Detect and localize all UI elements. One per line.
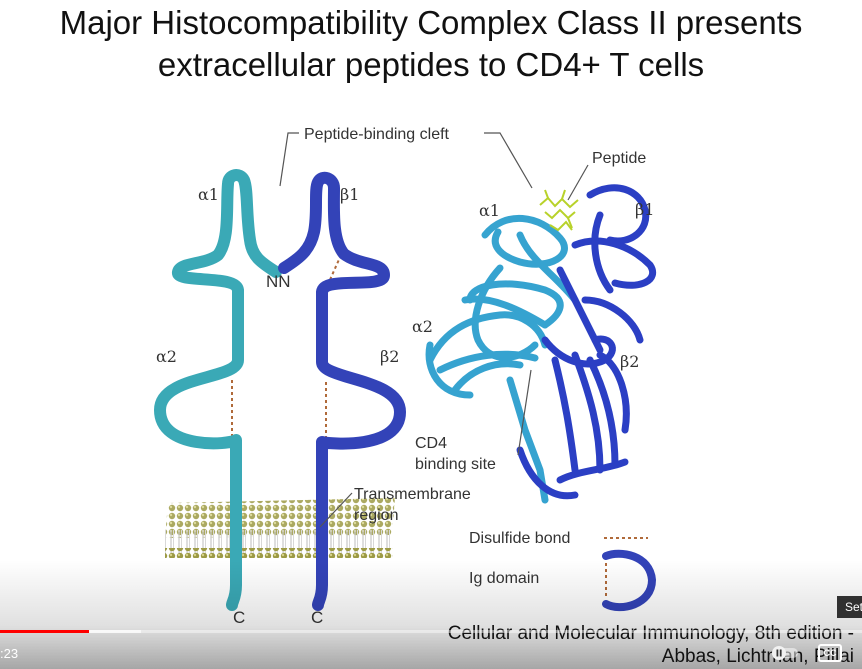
transmembrane-label-line-2: region	[354, 507, 398, 524]
beta-chain	[278, 171, 406, 611]
disulfide-bonds	[231, 254, 342, 441]
progress-played	[0, 630, 89, 633]
alpha-chain	[154, 169, 282, 611]
nn-label: NN	[266, 272, 291, 291]
current-time: :23	[0, 646, 19, 661]
transmembrane-label-line-1: Transmembrane	[354, 486, 471, 503]
ribbon-structure	[425, 184, 656, 504]
citation-line-2: Abbas, Lichtman, Pillai	[661, 646, 854, 667]
progress-bar[interactable]	[0, 630, 862, 633]
autoplay-toggle-icon	[772, 646, 798, 660]
captions-button[interactable]: CC	[818, 644, 842, 662]
beta1-label-left: β1	[340, 185, 359, 204]
alpha2-label-right: α2	[412, 317, 433, 336]
peptide-label: Peptide	[592, 150, 646, 167]
slide-title-line-2: extracellular peptides to CD4+ T cells	[157, 46, 705, 83]
beta1-label-right: β1	[635, 200, 654, 219]
peptide-structure	[539, 189, 579, 232]
alpha1-label-left: α1	[198, 185, 219, 204]
legend-ig-label: Ig domain	[469, 570, 539, 587]
beta2-label-right: β2	[620, 352, 639, 371]
legend-disulfide-label: Disulfide bond	[469, 530, 570, 547]
slide-title-line-1: Major Histocompatibility Complex Class I…	[59, 4, 803, 41]
leader-lines	[279, 132, 589, 528]
autoplay-toggle[interactable]	[770, 644, 800, 662]
beta2-label-left: β2	[380, 347, 399, 366]
legend: Disulfide bond Ig domain	[469, 530, 657, 612]
cd4-label-line-1: CD4	[415, 435, 447, 452]
alpha2-label-left: α2	[156, 347, 177, 366]
beta-ribbon	[516, 184, 656, 500]
c-terminus-beta: C	[311, 608, 323, 627]
c-terminus-alpha: C	[233, 608, 245, 627]
cleft-label: Peptide-binding cleft	[304, 126, 450, 143]
legend-ig-swatch	[602, 549, 657, 612]
alpha1-label-right: α1	[479, 201, 500, 220]
settings-tooltip: Set	[837, 596, 862, 618]
cd4-label-line-2: binding site	[415, 456, 496, 473]
citation-line-1: Cellular and Molecular Immunology, 8th e…	[447, 623, 854, 644]
